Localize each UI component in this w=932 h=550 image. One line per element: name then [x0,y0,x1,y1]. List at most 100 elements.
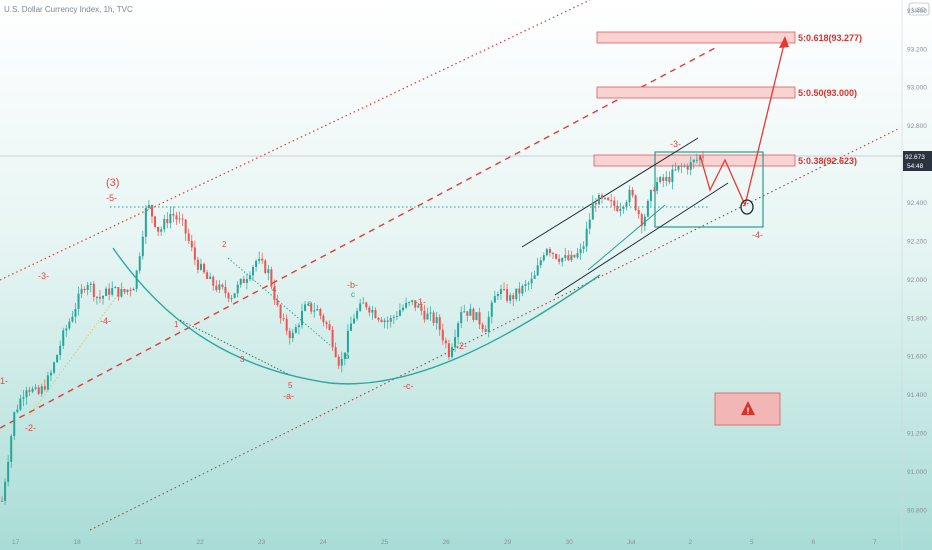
candle-body [371,309,374,313]
subwave-label-2: 2 [222,240,227,249]
fib-box-0618[interactable] [596,31,796,44]
candle-body [175,215,178,220]
candle-body [276,300,279,306]
candle-body [579,248,582,254]
candle-body [43,386,46,390]
wave-guide-yellow [29,284,126,416]
candle-body [597,195,600,205]
candle-body [656,182,659,191]
candle-body [359,303,362,311]
candle-body [325,322,328,325]
target-circle[interactable] [740,199,754,215]
candle-body [102,295,105,299]
price-tick-label: 92.400 [907,200,927,207]
price-tick-label: 93.000 [907,85,927,92]
candle-body [59,345,62,355]
projected-arrow-head [779,36,789,48]
candle-body [187,233,190,241]
candle-body [447,343,450,357]
time-tick-label: 23 [258,539,266,546]
candle-body [239,278,242,285]
candle-body [230,298,233,300]
candle-body [212,276,215,286]
subwave-label-1: 1 [174,320,179,329]
candle-body [634,195,637,211]
fib-label-0618: 5:0.618(93.277) [798,33,862,43]
candle-body [196,259,199,270]
candle-body [432,312,435,324]
candle-body [561,257,564,262]
candle-body [496,293,499,297]
candle-body [533,275,536,279]
candle-body [56,354,59,363]
rising-channel-lower [554,182,729,296]
candle-body [460,312,463,324]
wave-label-1-edge: 1- [0,376,8,386]
candle-body [224,286,227,294]
candle-body [233,293,236,299]
candle-body [288,330,291,339]
candle-body [123,288,126,293]
candle-body [328,324,331,330]
candle-body [199,263,202,270]
candle-body [450,347,453,357]
candle-body [463,311,466,313]
time-tick-label: 7 [873,539,877,546]
candle-body [218,284,221,290]
candle-body [86,284,89,290]
candle-body [105,288,108,296]
candle-body [46,375,49,390]
candle-body [150,205,153,217]
candle-body [408,302,411,304]
candle-body [242,278,245,283]
candle-body [426,313,429,320]
projection-box[interactable] [654,151,764,228]
price-tick-label: 91.000 [907,469,927,476]
candle-body [356,310,359,319]
candle-body [640,214,643,227]
candle-body [68,321,71,329]
candle-body [19,398,22,410]
wave-label-b: -b- [347,280,358,290]
candle-body [677,165,680,170]
candle-body [478,312,481,325]
candle-body [4,481,7,501]
price-tick-label: 92.000 [907,277,927,284]
fib-box-050[interactable] [596,86,796,99]
channel-middle-dashed [0,47,716,429]
candle-body [552,252,555,254]
candle-body [625,202,628,207]
candle-body [154,216,157,227]
candle-body [294,327,297,333]
candle-body [585,228,588,247]
fib-label-050: 5:0.50(93.000) [798,88,857,98]
candle-body [392,316,395,318]
candle-body [454,337,457,348]
candle-body [481,324,484,330]
candle-body [245,279,248,283]
candle-body [616,205,619,212]
candle-body [147,205,150,208]
candle-body [380,319,383,323]
candle-body [62,330,65,346]
candle-body [178,218,181,220]
candle-body [203,263,206,273]
candle-body [423,310,426,320]
candle-body [518,288,521,294]
candle-body [490,302,493,317]
wave-label-a: -a- [283,391,294,401]
candle-body [49,372,52,376]
candle-body [503,289,506,291]
time-tick-label: 22 [197,539,205,546]
wave-label-3b: -3- [670,139,681,149]
candle-body [604,197,607,199]
warning-icon [741,401,755,415]
candle-body [622,206,625,209]
candle-body [209,276,212,279]
price-tick-label: 91.200 [907,431,927,438]
candle-body [227,293,230,299]
candle-body [184,219,187,234]
candle-body [643,216,646,227]
candle-body [313,310,316,312]
